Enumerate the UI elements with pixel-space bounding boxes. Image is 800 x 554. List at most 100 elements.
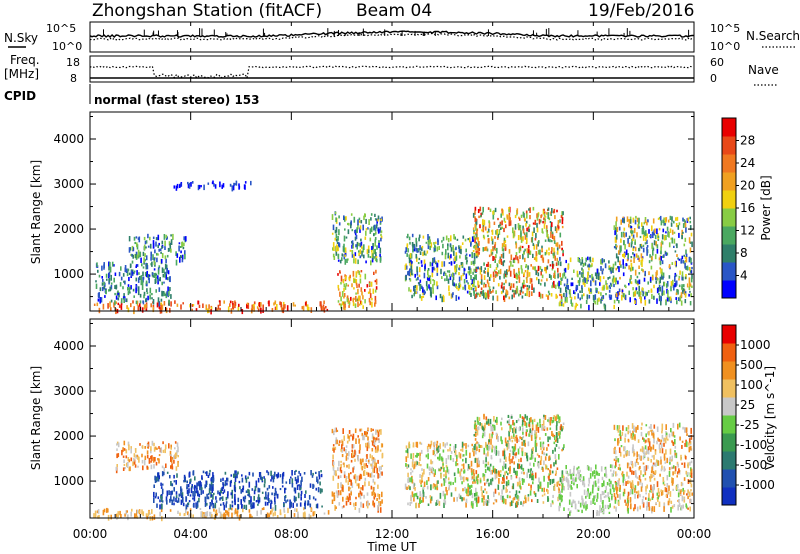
echo-cell xyxy=(658,227,661,231)
echo-cell xyxy=(268,300,270,307)
echo-cell xyxy=(319,481,321,486)
echo-cell xyxy=(608,285,611,288)
echo-cell xyxy=(675,281,677,287)
echo-cell xyxy=(359,493,362,500)
echo-cell xyxy=(615,243,617,247)
colorbar-tick-label: 16 xyxy=(740,201,755,215)
echo-cell xyxy=(270,510,272,515)
echo-cell xyxy=(641,230,644,235)
echo-cell xyxy=(522,253,524,260)
echo-cell xyxy=(152,306,155,313)
echo-cell xyxy=(258,472,261,477)
echo-cell xyxy=(514,290,517,295)
echo-cell xyxy=(170,239,173,245)
echo-cell xyxy=(175,259,178,266)
echo-cell xyxy=(633,246,635,249)
echo-cell xyxy=(103,286,106,290)
echo-cell xyxy=(534,237,537,241)
echo-cell xyxy=(315,471,317,474)
echo-cell xyxy=(248,494,251,498)
echo-cell xyxy=(339,270,341,273)
echo-cell xyxy=(565,476,568,483)
echo-cell xyxy=(558,435,561,439)
echo-cell xyxy=(651,466,653,472)
echo-cell xyxy=(624,451,627,455)
echo-cell xyxy=(503,260,506,263)
echo-cell xyxy=(596,498,598,502)
echo-cell xyxy=(248,500,250,505)
echo-cell xyxy=(127,441,130,446)
echo-cell xyxy=(196,485,198,490)
echo-cell xyxy=(665,449,667,455)
echo-cell xyxy=(169,307,171,313)
echo-cell xyxy=(516,256,519,261)
echo-cell xyxy=(208,304,210,309)
echo-cell xyxy=(686,283,689,288)
echo-cell xyxy=(411,470,414,473)
echo-cell xyxy=(204,471,207,474)
echo-cell xyxy=(120,305,123,310)
echo-cell xyxy=(331,232,334,235)
echo-cell xyxy=(462,273,465,277)
echo-cell xyxy=(542,231,544,234)
echo-cell xyxy=(645,486,647,492)
echo-cell xyxy=(601,501,604,504)
echo-cell xyxy=(152,243,155,249)
echo-cell xyxy=(541,293,544,299)
echo-cell xyxy=(670,281,673,287)
echo-cell xyxy=(420,484,423,487)
echo-cell xyxy=(489,418,492,425)
echo-cell xyxy=(176,303,179,307)
echo-cell xyxy=(190,182,192,187)
echo-cell xyxy=(675,217,677,221)
echo-cell xyxy=(155,289,157,293)
echo-cell xyxy=(544,282,546,287)
echo-cell xyxy=(374,248,376,255)
echo-cell xyxy=(614,261,617,266)
echo-cell xyxy=(416,441,419,448)
echo-cell xyxy=(363,254,365,259)
echo-cell xyxy=(566,282,569,285)
echo-cell xyxy=(428,240,430,246)
echo-cell xyxy=(276,304,278,310)
echo-cell xyxy=(160,486,163,489)
echo-cell xyxy=(304,502,306,506)
echo-cell xyxy=(274,487,277,492)
echo-cell xyxy=(157,234,160,241)
echo-cell xyxy=(649,498,652,502)
echo-cell xyxy=(634,300,636,304)
echo-cell xyxy=(527,265,529,270)
echo-cell xyxy=(423,259,426,265)
echo-cell xyxy=(503,237,506,241)
echo-cell xyxy=(467,282,469,285)
echo-cell xyxy=(533,266,535,270)
echo-cell xyxy=(596,492,599,499)
echo-cell xyxy=(669,491,672,497)
echo-cell xyxy=(646,247,648,251)
echo-cell xyxy=(633,256,635,259)
echo-cell xyxy=(600,466,603,472)
echo-cell xyxy=(684,293,687,298)
echo-cell xyxy=(153,484,155,488)
echo-cell xyxy=(292,302,295,307)
echo-cell xyxy=(564,300,566,304)
echo-cell xyxy=(315,487,318,491)
echo-cell xyxy=(293,513,296,517)
echo-cell xyxy=(567,478,569,484)
echo-cell xyxy=(632,234,635,239)
echo-cell xyxy=(256,306,259,309)
echo-cell xyxy=(199,484,201,491)
echo-cell xyxy=(268,513,271,517)
echo-cell xyxy=(522,291,524,294)
echo-cell xyxy=(196,500,199,507)
echo-cell xyxy=(559,502,561,506)
echo-cell xyxy=(531,419,534,425)
echo-cell xyxy=(561,449,563,452)
echo-cell xyxy=(226,482,228,486)
echo-cell xyxy=(343,248,345,253)
echo-cell xyxy=(665,252,668,256)
echo-cell xyxy=(448,273,451,277)
echo-cell xyxy=(536,453,539,456)
echo-cell xyxy=(166,471,169,474)
echo-cell xyxy=(520,232,522,238)
